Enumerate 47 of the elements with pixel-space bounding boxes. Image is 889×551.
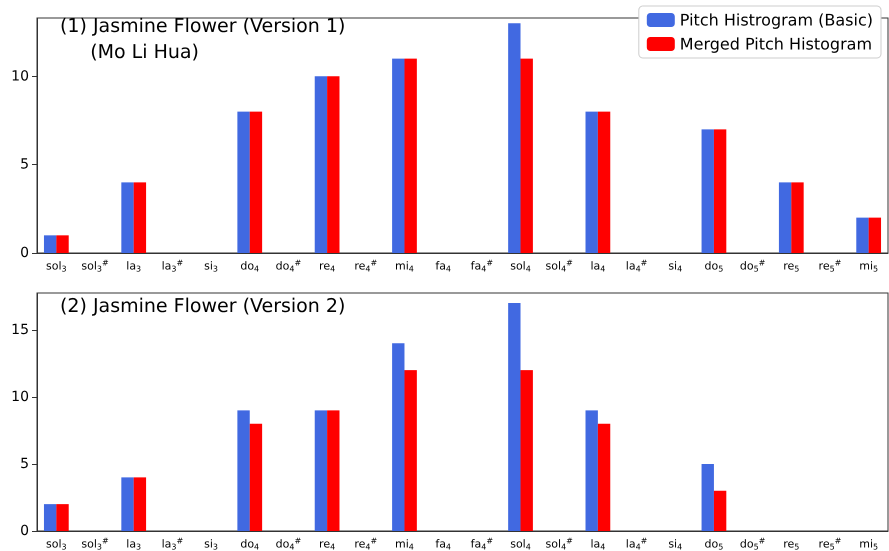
bar [586, 112, 598, 253]
bar [134, 477, 146, 531]
bar [791, 182, 804, 253]
bar [44, 504, 56, 531]
bar [702, 464, 714, 531]
bar [134, 182, 146, 253]
bar [714, 490, 726, 531]
chart-title: (2) Jasmine Flower (Version 2) [60, 295, 346, 317]
bar [508, 23, 521, 253]
text: (1) Jasmine Flower (Version 1) (Mo Li Hua) [60, 15, 346, 63]
bar [598, 112, 610, 253]
bar [520, 370, 533, 531]
bar [314, 76, 328, 253]
bar [714, 129, 726, 253]
bar [868, 218, 882, 253]
bar [856, 218, 869, 253]
bar [404, 370, 417, 531]
legend-label: Pitch Histrogram (Basic) [680, 10, 874, 30]
y-tick-label: 10 [11, 388, 29, 405]
bar [508, 303, 521, 531]
bar [121, 182, 134, 253]
bar [314, 410, 328, 531]
bar [702, 129, 714, 253]
bar [250, 112, 262, 253]
bar [586, 410, 598, 531]
bar [404, 58, 417, 253]
bar [520, 58, 533, 253]
legend-label: Merged Pitch Histogram [680, 34, 872, 54]
bar [56, 504, 69, 531]
y-tick-label: 15 [11, 322, 29, 338]
y-tick-label: 0 [20, 245, 29, 261]
y-tick-label: 10 [11, 68, 29, 84]
bar [250, 424, 262, 531]
bar [392, 58, 404, 253]
bar [598, 424, 610, 531]
bar [778, 182, 792, 253]
bar [237, 410, 250, 531]
bar [392, 343, 404, 531]
bar [327, 76, 340, 253]
bar [237, 112, 250, 253]
bar [56, 235, 69, 253]
bar [44, 235, 56, 253]
y-tick-label: 5 [20, 456, 29, 472]
y-tick-label: 0 [20, 523, 29, 539]
y-tick-label: 5 [20, 156, 29, 173]
bar [327, 410, 340, 531]
bar [121, 477, 134, 531]
